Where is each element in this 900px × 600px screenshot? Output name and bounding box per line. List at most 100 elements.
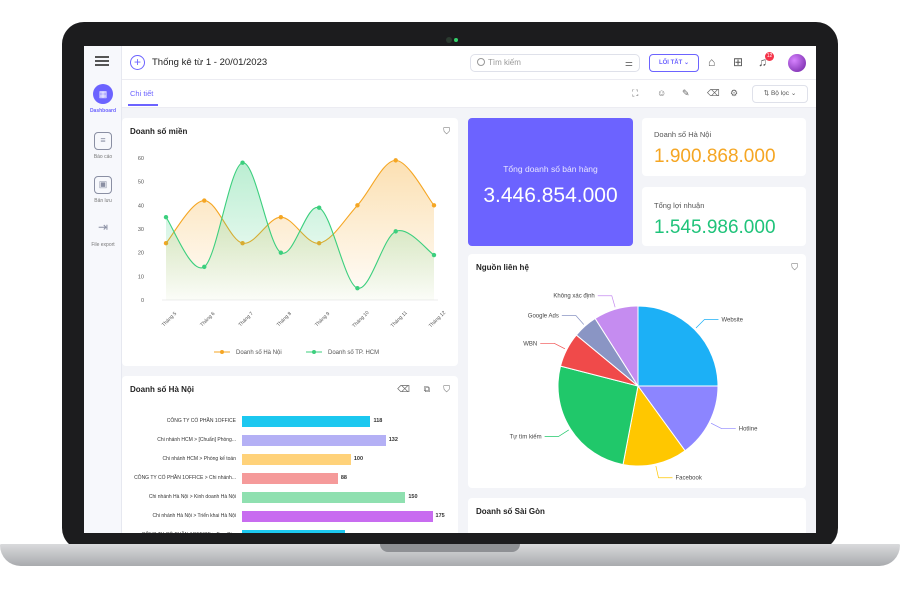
pie-leader-line <box>695 319 719 329</box>
delete-icon[interactable]: ⌫ <box>707 88 720 98</box>
pie-label: Website <box>721 318 743 324</box>
pie-chart: Website Hotline Facebook Tự tìm kiếm WBN Goog… <box>510 294 758 482</box>
pie-leader-line <box>655 465 673 479</box>
bar-value-label: 132 <box>388 437 398 443</box>
apps-icon[interactable]: ⊞ <box>733 55 744 69</box>
pie-label: WBN <box>523 341 537 347</box>
sort-label: Bộ lọc <box>770 90 790 97</box>
sort-button[interactable]: ⇅ Bộ lọc ⌄ <box>752 85 808 103</box>
expand-icon[interactable]: ⛶ <box>632 88 639 98</box>
search-input[interactable]: Tìm kiếm ⚌ <box>470 54 640 72</box>
total-sales-value: 3.446.854.000 <box>483 184 618 207</box>
pie-label: Facebook <box>676 476 703 482</box>
data-point <box>431 203 437 208</box>
filter-icon[interactable]: ⛉ <box>791 262 798 272</box>
pie-slice <box>557 365 639 466</box>
data-point <box>240 160 245 165</box>
y-tick-label: 20 <box>138 251 144 257</box>
filter-icon[interactable]: ⛉ <box>443 384 450 394</box>
y-tick-label: 40 <box>138 203 144 209</box>
plus-icon[interactable]: + <box>130 55 145 70</box>
profit-kpi-card: Tổng lợi nhuận 1.545.986.000 <box>642 187 806 246</box>
sidebar-item-export[interactable]: ⇥ File export <box>84 220 122 248</box>
sidebar-item-dashboard[interactable]: ▦ Dashboard <box>84 84 122 114</box>
trash-icon[interactable]: ⌫ <box>397 384 410 394</box>
card-title: Nguồn liên hệ <box>476 263 529 272</box>
sidebar-item-label: Bản lưu <box>94 198 112 204</box>
hanoi-sales-label: Doanh số Hà Nội <box>654 130 712 139</box>
bar-chart: CÔNG TY CỔ PHẦN 1OFFICE 118 Chi nhánh HCM … <box>122 410 458 533</box>
data-point <box>278 250 284 255</box>
data-point <box>202 198 207 203</box>
save-icon: ▣ <box>94 176 112 194</box>
pie-label: Không xác định <box>553 294 594 300</box>
bar <box>242 416 371 427</box>
region-sales-card: Doanh số miền ⛉ 0 10 20 30 40 50 60 Tháng 5 Thán… <box>122 118 458 366</box>
bar <box>242 511 433 522</box>
bar-row: CÔNG TY CỔ PHẦN 1OFFICE > Chi nhánh... 88 <box>122 473 458 484</box>
gear-icon[interactable]: ⚙ <box>730 88 739 98</box>
y-tick-label: 0 <box>141 298 144 304</box>
y-tick-label: 30 <box>138 227 144 233</box>
bell-icon[interactable]: ♫ <box>758 55 767 69</box>
y-tick-label: 60 <box>138 156 144 162</box>
data-point <box>316 205 322 210</box>
data-point <box>393 158 398 163</box>
line-chart: 0 10 20 30 40 50 60 Tháng 5 Tháng 6 Tháng 7 Tháng … <box>138 156 447 356</box>
data-point <box>202 264 207 270</box>
y-tick-label: 50 <box>138 180 144 186</box>
sidebar-item-save[interactable]: ▣ Bản lưu <box>84 176 122 204</box>
bar-value-label: 88 <box>340 475 347 481</box>
copy-icon[interactable]: ⧉ <box>423 384 430 394</box>
export-icon: ⇥ <box>97 220 109 234</box>
report-icon: ≡ <box>94 132 112 150</box>
edit-icon[interactable]: ✎ <box>682 88 690 98</box>
x-tick-label: Tháng 7 <box>237 311 254 328</box>
page-title: Thống kê từ 1 - 20/01/2023 <box>152 57 268 68</box>
sidebar-item-report[interactable]: ≡ Báo cáo <box>84 132 122 160</box>
x-tick-label: Tháng 5 <box>161 311 178 328</box>
screen: ▦ Dashboard ≡ Báo cáo ▣ Bản lưu ⇥ File e… <box>84 46 816 533</box>
share-user-icon[interactable]: ☺ <box>657 88 667 98</box>
camera <box>446 37 458 43</box>
card-title: Doanh số Hà Nội <box>130 385 195 394</box>
bar-row: CÔNG TY CỔ PHẦN 1OFFICE 118 <box>122 416 458 427</box>
menu-icon[interactable] <box>95 56 109 66</box>
bar <box>242 492 406 503</box>
x-tick-label: Tháng 10 <box>351 310 370 329</box>
bar <box>242 473 338 484</box>
home-icon[interactable]: ⌂ <box>708 55 716 69</box>
bar-row: Chi nhánh Hà Nội > Triển khai Hà Nội 175 <box>122 511 458 522</box>
search-placeholder: Tìm kiếm <box>488 58 521 67</box>
x-tick-label: Tháng 8 <box>276 311 293 328</box>
total-sales-card: Tổng doanh số bán hàng 3.446.854.000 <box>468 118 633 246</box>
pie-label: Tự tìm kiếm <box>510 434 542 440</box>
pie-slice <box>622 384 686 467</box>
y-tick-label: 10 <box>138 274 144 280</box>
laptop-base <box>0 544 900 566</box>
pie-label: Google Ads <box>528 313 559 319</box>
profit-value: 1.545.986.000 <box>654 217 776 238</box>
profit-label: Tổng lợi nhuận <box>654 201 705 210</box>
bar-label: Chi nhánh Hà Nội > Kinh doanh Hà Nội <box>148 494 236 500</box>
data-point <box>278 214 284 220</box>
sidebar: ▦ Dashboard ≡ Báo cáo ▣ Bản lưu ⇥ File e… <box>84 46 122 533</box>
filter-icon[interactable]: ⛉ <box>443 126 450 136</box>
data-point <box>355 285 360 291</box>
sliders-icon[interactable]: ⚌ <box>624 58 633 68</box>
data-point <box>393 229 398 234</box>
dashboard-icon: ▦ <box>93 84 113 104</box>
pie-leader-line <box>544 429 569 437</box>
legend-marker <box>220 350 224 354</box>
x-tick-label: Tháng 9 <box>314 311 331 328</box>
pie-leader-line <box>597 295 616 308</box>
sidebar-item-label: File export <box>91 242 115 248</box>
avatar[interactable] <box>788 54 806 72</box>
bar-value-label: 118 <box>373 418 383 424</box>
tab-detail[interactable]: Chi tiết <box>127 89 159 106</box>
x-tick-label: Tháng 11 <box>390 310 409 329</box>
bar-label: Chi nhánh HCM > [Chuẩn] Phòng... <box>157 437 236 443</box>
pie-leader-line <box>540 342 566 350</box>
legend-label: Doanh số TP. HCM <box>328 350 379 356</box>
shortcut-button[interactable]: LỐI TẮT ⌄ <box>649 54 699 72</box>
